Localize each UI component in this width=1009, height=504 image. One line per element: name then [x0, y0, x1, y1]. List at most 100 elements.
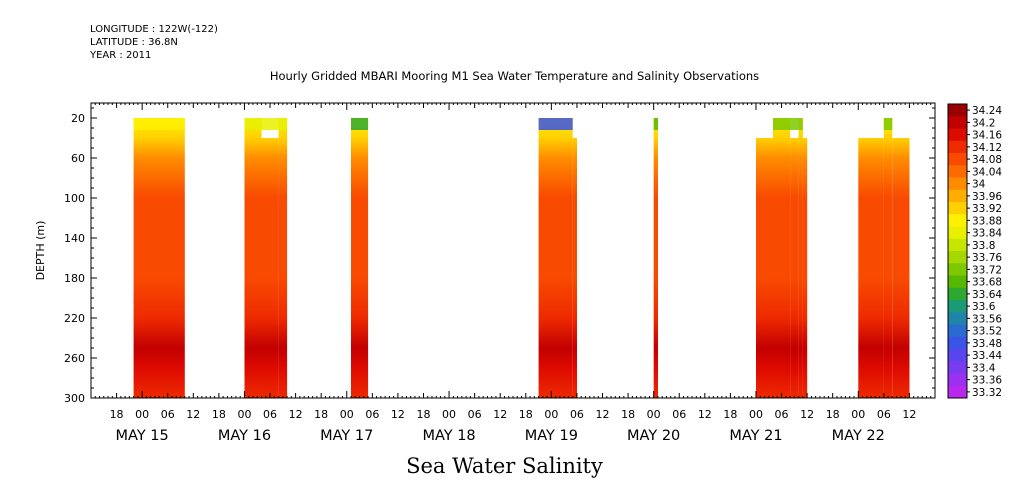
- colorbar-label: 34.24: [972, 105, 1002, 117]
- x-date-label: MAY 19: [525, 428, 578, 444]
- data-block: [858, 138, 884, 398]
- colorbar-swatch: [948, 116, 967, 129]
- colorbar-swatch: [948, 238, 967, 252]
- colorbar-label: 33.72: [972, 264, 1002, 276]
- surface-salinity-band: [883, 118, 893, 130]
- data-block: [892, 138, 910, 398]
- x-hour-label: 00: [544, 408, 558, 421]
- data-block: [790, 138, 799, 398]
- colorbar-label: 33.36: [972, 375, 1002, 387]
- data-block: [773, 118, 791, 398]
- colorbar-swatch: [948, 202, 967, 215]
- colorbar-swatch: [948, 349, 967, 362]
- colorbar-swatch: [948, 300, 967, 313]
- colorbar-swatch: [948, 287, 967, 301]
- x-hour-label: 12: [902, 408, 916, 421]
- colorbar-swatch: [948, 104, 967, 117]
- colorbar-label: 33.76: [972, 252, 1002, 264]
- x-hour-label: 00: [851, 408, 865, 421]
- colorbar-label: 33.96: [972, 191, 1002, 203]
- latitude-label: LATITUDE : 36.8N: [90, 37, 178, 48]
- colorbar-label: 33.8: [972, 240, 995, 252]
- data-block: [133, 118, 185, 398]
- x-hour-label: 06: [468, 408, 482, 421]
- surface-salinity-band: [538, 118, 573, 130]
- y-tick-label: 60: [71, 152, 85, 165]
- colorbar-swatch: [948, 177, 967, 191]
- x-date-label: MAY 18: [422, 428, 475, 444]
- y-tick-label: 260: [64, 352, 85, 365]
- colorbar-swatch: [948, 214, 967, 227]
- colorbar-label: 33.44: [972, 350, 1002, 362]
- year-label: YEAR : 2011: [90, 50, 152, 61]
- x-hour-label: 12: [596, 408, 610, 421]
- colorbar-label: 33.92: [972, 203, 1002, 215]
- surface-salinity-band: [133, 118, 185, 130]
- data-block: [756, 138, 774, 398]
- colorbar-label: 33.6: [972, 301, 996, 313]
- colorbar-swatch: [948, 128, 967, 142]
- y-tick-label: 300: [64, 392, 85, 405]
- colorbar-swatch: [948, 189, 967, 203]
- x-hour-label: 00: [237, 408, 251, 421]
- data-block: [572, 138, 577, 398]
- x-hour-label: 06: [877, 408, 891, 421]
- colorbar-swatch: [948, 251, 967, 264]
- x-hour-label: 18: [314, 408, 328, 421]
- colorbar-swatch: [948, 165, 967, 178]
- x-hour-label: 12: [391, 408, 405, 421]
- colorbar-label: 34.04: [972, 166, 1002, 178]
- data-block: [351, 118, 369, 398]
- plot-background: [91, 103, 935, 398]
- y-tick-label: 140: [64, 232, 85, 245]
- colorbar-label: 33.88: [972, 215, 1002, 227]
- x-hour-label: 18: [723, 408, 737, 421]
- colorbar-swatch: [948, 336, 967, 350]
- colorbar-frame: [947, 103, 968, 399]
- colorbar-label: 34.08: [972, 154, 1002, 166]
- colorbar-label: 33.4: [972, 362, 996, 374]
- x-hour-label: 18: [621, 408, 635, 421]
- x-hour-label: 06: [570, 408, 584, 421]
- x-hour-label: 06: [775, 408, 789, 421]
- data-block: [883, 118, 893, 398]
- data-block: [653, 118, 658, 398]
- colorbar-swatch: [948, 312, 967, 325]
- colorbar-label: 33.68: [972, 277, 1002, 289]
- colorbar-label: 34.16: [972, 130, 1002, 142]
- data-block: [538, 118, 573, 398]
- colorbar-label: 33.64: [972, 289, 1002, 301]
- data-block: [798, 118, 803, 398]
- colorbar-label: 33.56: [972, 313, 1002, 325]
- x-hour-label: 12: [289, 408, 303, 421]
- x-hour-label: 18: [519, 408, 533, 421]
- x-hour-label: 06: [365, 408, 379, 421]
- colorbar-swatch: [948, 385, 967, 399]
- surface-salinity-band: [244, 118, 288, 130]
- x-date-label: MAY 21: [729, 428, 782, 444]
- data-block: [278, 118, 288, 398]
- colorbar-swatch: [948, 226, 967, 240]
- surface-salinity-band: [351, 118, 369, 130]
- x-hour-label: 00: [340, 408, 354, 421]
- x-date-label: MAY 20: [627, 428, 680, 444]
- x-date-label: MAY 22: [832, 428, 885, 444]
- colorbar-label: 34: [972, 179, 986, 191]
- x-hour-label: 00: [135, 408, 149, 421]
- x-date-label: MAY 16: [218, 428, 271, 444]
- y-tick-label: 180: [64, 272, 85, 285]
- x-hour-label: 12: [493, 408, 507, 421]
- x-hour-label: 12: [698, 408, 712, 421]
- x-hour-label: 06: [161, 408, 175, 421]
- x-hour-label: 06: [672, 408, 686, 421]
- x-date-label: MAY 17: [320, 428, 373, 444]
- x-hour-label: 00: [442, 408, 456, 421]
- colorbar-label: 33.84: [972, 228, 1002, 240]
- x-hour-label: 00: [749, 408, 763, 421]
- x-hour-label: 18: [212, 408, 226, 421]
- data-block: [261, 138, 279, 398]
- x-hour-label: 06: [263, 408, 277, 421]
- x-hour-label: 18: [110, 408, 124, 421]
- y-tick-label: 20: [71, 112, 85, 125]
- colorbar-label: 34.2: [972, 117, 995, 129]
